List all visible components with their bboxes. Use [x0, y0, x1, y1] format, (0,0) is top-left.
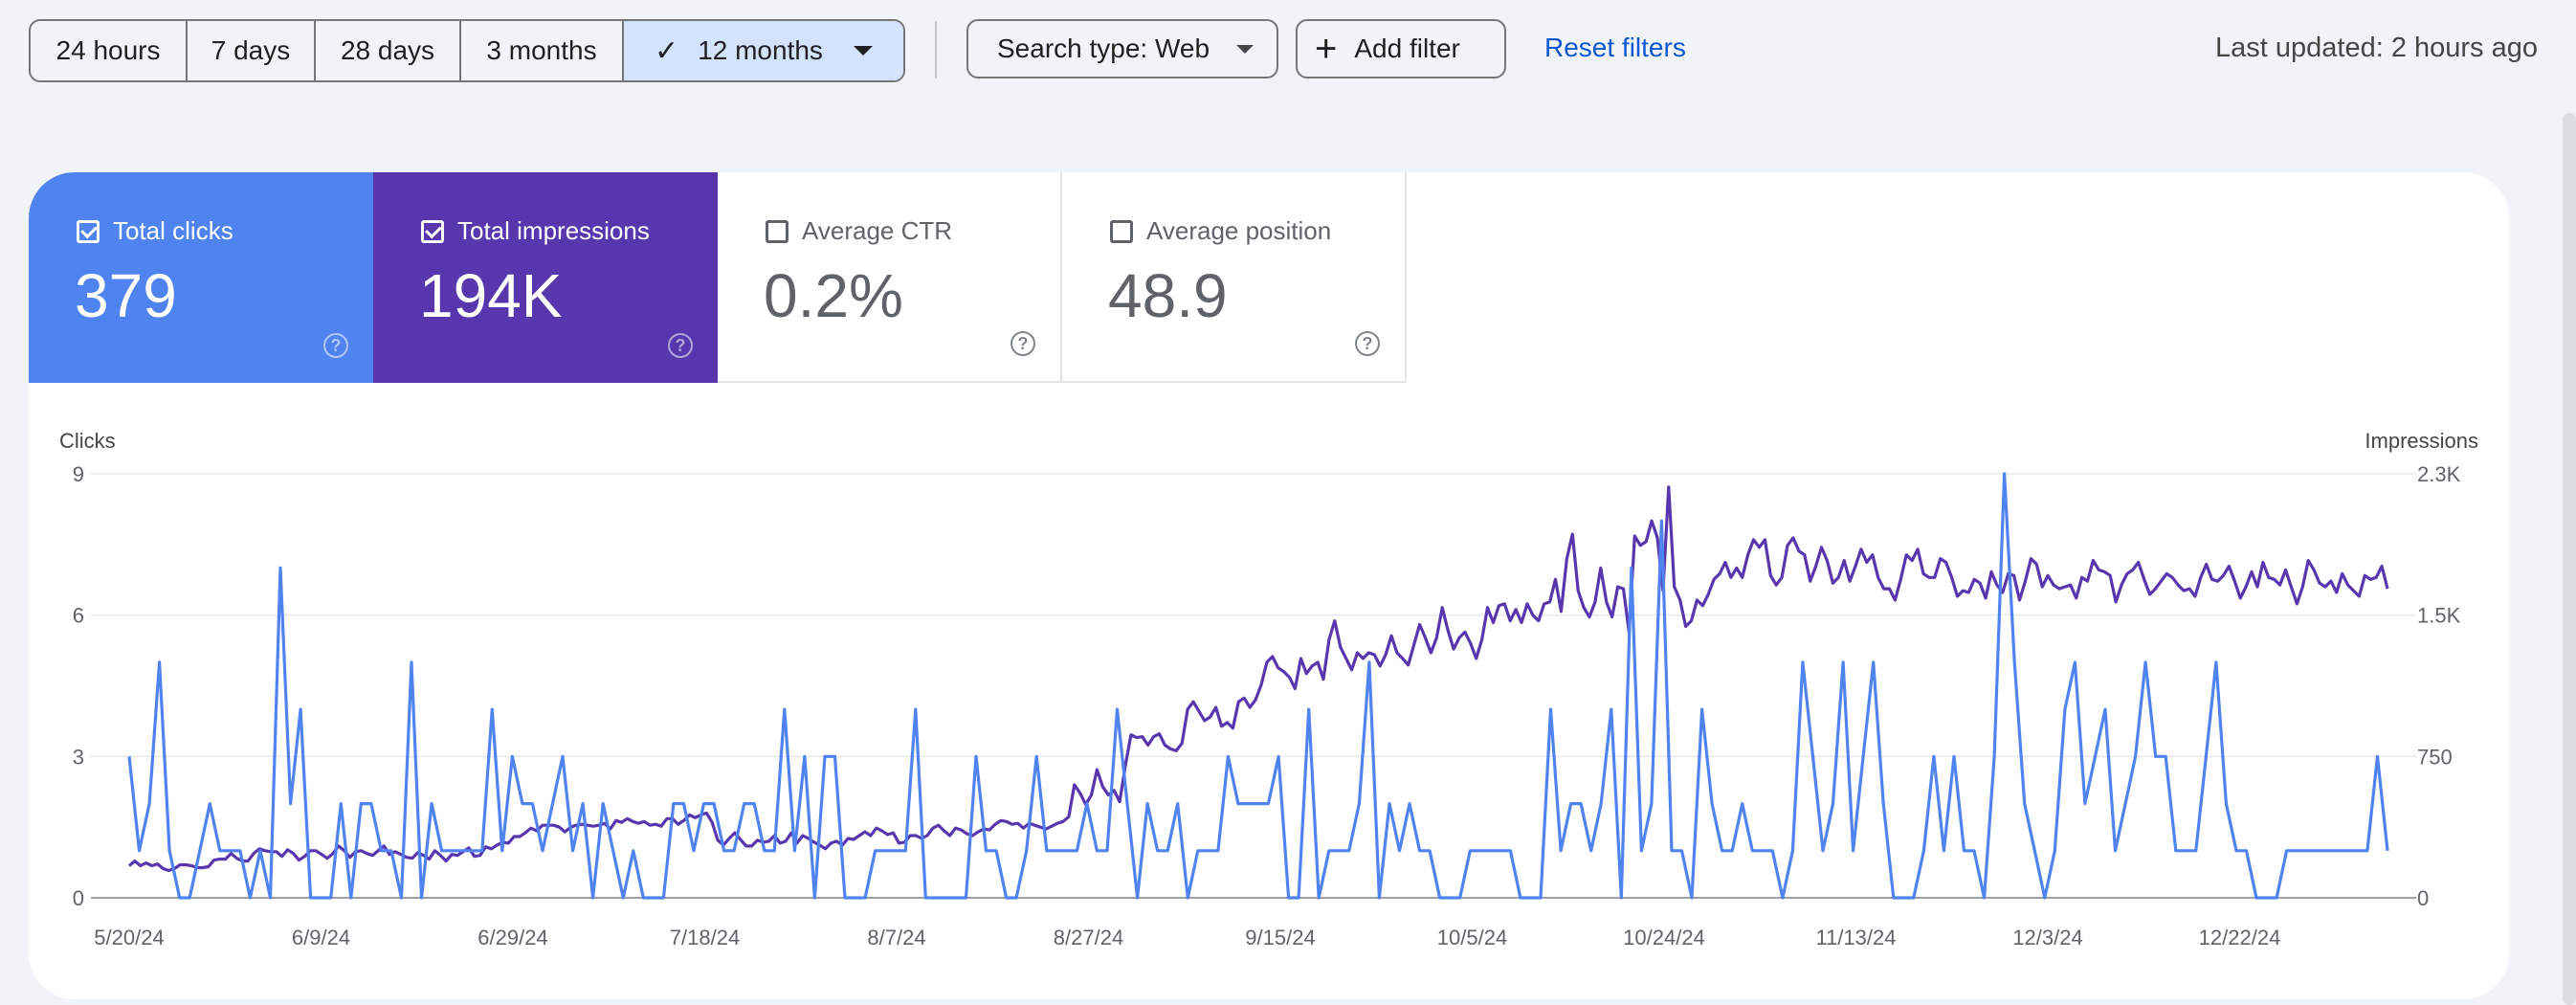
dropdown-arrow-icon	[1236, 44, 1255, 54]
range-label: 28 days	[340, 35, 435, 65]
help-icon[interactable]: ?	[1355, 331, 1380, 356]
range-24-hours-button[interactable]: 24 hours	[31, 21, 188, 80]
metric-label: Total clicks	[113, 216, 233, 245]
checkbox-unchecked-icon[interactable]	[1110, 219, 1133, 243]
checkbox-unchecked-icon[interactable]	[766, 219, 788, 243]
metric-value: 379	[75, 261, 177, 330]
search-type-label: Search type: Web	[997, 34, 1210, 63]
range-28-days-button[interactable]: 28 days	[316, 21, 461, 80]
range-label: 7 days	[211, 35, 291, 65]
left-tick-label: 6	[73, 604, 84, 628]
x-tick-label: 12/3/24	[2012, 926, 2082, 949]
x-tick-label: 9/15/24	[1245, 926, 1315, 949]
dropdown-arrow-icon	[853, 46, 873, 56]
x-tick-label: 6/9/24	[292, 926, 350, 949]
search-type-dropdown[interactable]: Search type: Web	[966, 19, 1278, 78]
checkbox-checked-icon[interactable]	[421, 219, 444, 243]
right-tick-label: 750	[2417, 745, 2453, 769]
metric-label: Average CTR	[802, 216, 953, 245]
x-tick-label: 8/27/24	[1054, 926, 1123, 949]
x-tick-label: 6/29/24	[477, 926, 547, 949]
left-axis-title: Clicks	[59, 429, 116, 453]
add-filter-label: Add filter	[1354, 34, 1460, 63]
clicks-series-line[interactable]	[127, 472, 2389, 900]
plus-icon: +	[1315, 28, 1338, 70]
check-icon: ✓	[655, 34, 679, 67]
x-tick-label: 10/24/24	[1623, 926, 1705, 949]
range-3-months-button[interactable]: 3 months	[461, 21, 624, 80]
metric-average-ctr[interactable]: Average CTR 0.2% ?	[718, 172, 1062, 383]
help-icon[interactable]: ?	[323, 333, 348, 358]
toolbar: 24 hours 7 days 28 days 3 months ✓ 12 mo…	[0, 0, 2576, 105]
range-7-days-button[interactable]: 7 days	[188, 21, 316, 80]
x-tick-label: 5/20/24	[94, 926, 164, 949]
right-tick-label: 2.3K	[2417, 462, 2461, 486]
x-tick-label: 10/5/24	[1437, 926, 1507, 949]
help-icon[interactable]: ?	[1010, 331, 1035, 356]
left-tick-label: 0	[73, 886, 84, 910]
metric-total-clicks[interactable]: Total clicks 379 ?	[29, 172, 373, 383]
metric-value: 0.2%	[764, 261, 903, 330]
right-tick-label: 1.5K	[2417, 604, 2461, 628]
toolbar-divider	[935, 21, 937, 78]
x-tick-label: 7/18/24	[670, 926, 740, 949]
range-label: 12 months	[698, 35, 823, 65]
performance-chart[interactable]: Clicks Impressions 0 0 3 750 6 1.5K 9 2.3K 5/20/…	[29, 172, 2509, 999]
metric-value: 194K	[419, 261, 563, 330]
right-tick-label: 0	[2417, 886, 2429, 910]
performance-card: Total clicks 379 ? Total impressions 194…	[29, 172, 2509, 999]
metric-value: 48.9	[1108, 261, 1228, 330]
metric-average-position[interactable]: Average position 48.9 ?	[1062, 172, 1407, 383]
range-label: 24 hours	[56, 35, 161, 65]
metric-total-impressions[interactable]: Total impressions 194K ?	[373, 172, 718, 383]
impressions-series-line[interactable]	[127, 485, 2389, 873]
right-axis-title: Impressions	[2365, 429, 2478, 453]
left-tick-label: 9	[73, 462, 84, 486]
x-tick-label: 12/22/24	[2199, 926, 2281, 949]
checkbox-checked-icon[interactable]	[77, 219, 100, 243]
x-tick-label: 11/13/24	[1815, 926, 1896, 949]
date-range-selector: 24 hours 7 days 28 days 3 months ✓ 12 mo…	[29, 19, 905, 82]
range-12-months-button[interactable]: ✓ 12 months	[624, 21, 903, 80]
metric-label: Total impressions	[457, 216, 650, 245]
page-scrollbar[interactable]	[2563, 113, 2576, 1005]
left-tick-label: 3	[73, 745, 84, 769]
metric-label: Average position	[1146, 216, 1332, 245]
last-updated-text: Last updated: 2 hours ago	[2215, 33, 2538, 63]
range-label: 3 months	[486, 35, 597, 65]
add-filter-button[interactable]: + Add filter	[1296, 19, 1506, 78]
help-icon[interactable]: ?	[668, 333, 693, 358]
reset-filters-link[interactable]: Reset filters	[1544, 33, 1686, 62]
x-tick-label: 8/7/24	[867, 926, 925, 949]
